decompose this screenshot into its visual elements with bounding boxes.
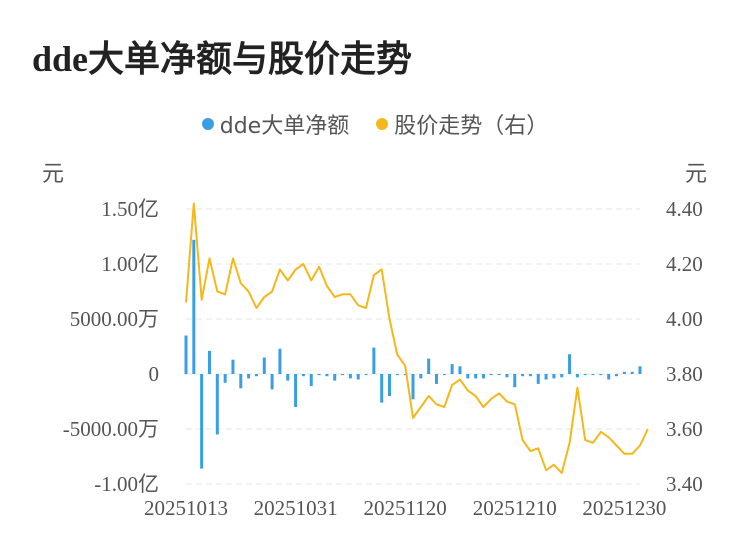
right-tick-label: 3.60 xyxy=(666,417,703,441)
dde-bar xyxy=(560,374,564,378)
dde-bar xyxy=(395,374,399,376)
dde-bar xyxy=(200,374,204,469)
dde-bar xyxy=(552,374,556,379)
dde-bar xyxy=(497,374,501,376)
price-line xyxy=(185,202,649,474)
dde-bar xyxy=(325,374,329,377)
dde-bar xyxy=(309,374,313,387)
dde-bar xyxy=(231,359,235,374)
dde-bar xyxy=(599,374,603,376)
dde-bar xyxy=(536,374,540,384)
dde-bar xyxy=(341,374,345,376)
dde-bar xyxy=(286,374,290,381)
left-axis: 1.50亿 1.00亿 5000.00万 0 -5000.00万 -1.00亿 xyxy=(63,197,159,496)
x-tick-label: 20251031 xyxy=(254,496,338,520)
dde-bar xyxy=(192,239,196,374)
dde-bar xyxy=(615,374,619,377)
x-tick-label: 20251210 xyxy=(473,496,557,520)
dde-bar xyxy=(294,374,298,407)
legend-dot-dde xyxy=(201,118,214,130)
dde-bar xyxy=(403,374,407,376)
dde-bar xyxy=(466,374,470,379)
dde-bar xyxy=(301,374,305,377)
dde-bar xyxy=(317,374,321,376)
dde-bar xyxy=(481,374,485,379)
dde-bar xyxy=(419,374,423,379)
dde-bar xyxy=(513,374,517,388)
right-axis-unit: 元 xyxy=(684,162,707,187)
x-axis: 20251013 20251031 20251120 20251210 20251230 xyxy=(144,496,666,520)
dde-bar xyxy=(622,371,626,374)
left-tick-label: 1.00亿 xyxy=(101,252,159,276)
dde-bar xyxy=(372,347,376,374)
right-tick-label: 3.40 xyxy=(666,472,703,496)
legend-label-price: 股价走势（右） xyxy=(394,114,549,139)
dde-bar xyxy=(630,371,634,374)
x-tick-label: 20251120 xyxy=(364,496,447,520)
dde-bar xyxy=(207,350,211,374)
price-line-group xyxy=(185,202,649,474)
legend-dot-price xyxy=(376,118,389,130)
dde-bar xyxy=(427,358,431,374)
right-tick-label: 4.20 xyxy=(666,252,703,276)
dde-bar xyxy=(247,374,251,379)
grid-lines xyxy=(186,208,640,485)
dde-bar xyxy=(262,357,266,374)
dde-bar xyxy=(474,374,478,379)
dde-bar xyxy=(270,374,274,390)
right-tick-label: 4.40 xyxy=(666,197,703,221)
left-tick-label: -5000.00万 xyxy=(63,417,159,441)
right-tick-label: 3.80 xyxy=(666,362,703,386)
dde-bar xyxy=(333,374,337,381)
dde-bar xyxy=(489,374,493,376)
dde-bar xyxy=(364,374,368,376)
dde-bar xyxy=(239,374,243,389)
legend-item-price[interactable]: 股价走势（右） xyxy=(376,108,548,140)
dde-bar xyxy=(215,374,219,435)
dde-bar xyxy=(521,374,525,377)
chart-title: dde大单净额与股价走势 xyxy=(32,39,413,79)
dde-bar xyxy=(583,374,587,376)
legend-label-dde: dde大单净额 xyxy=(219,114,350,139)
dde-bar xyxy=(450,364,454,374)
dde-bar xyxy=(638,366,642,374)
dde-bar xyxy=(458,366,462,374)
dde-bar xyxy=(254,374,258,377)
dde-bar xyxy=(411,374,415,400)
left-tick-label: 5000.00万 xyxy=(70,307,159,331)
dde-bar xyxy=(348,374,352,379)
dde-bar xyxy=(568,354,572,374)
dde-bar xyxy=(356,374,360,380)
x-tick-label: 20251230 xyxy=(582,496,666,520)
dde-bar xyxy=(184,335,188,374)
left-tick-label: -1.00亿 xyxy=(94,472,159,496)
dde-bar xyxy=(505,374,509,378)
left-axis-unit: 元 xyxy=(42,162,65,187)
x-tick-label: 20251013 xyxy=(144,496,228,520)
dde-bar xyxy=(544,374,548,380)
right-tick-label: 4.00 xyxy=(666,307,703,331)
dde-bar xyxy=(380,374,384,403)
legend-item-dde[interactable]: dde大单净额 xyxy=(201,108,350,140)
dde-bar xyxy=(388,374,392,396)
dde-bars xyxy=(184,239,642,469)
dde-bar xyxy=(442,374,446,376)
right-axis: 4.40 4.20 4.00 3.80 3.60 3.40 xyxy=(666,197,703,496)
dde-bar xyxy=(434,374,438,384)
dde-bar xyxy=(223,374,227,383)
left-tick-label: 1.50亿 xyxy=(101,197,159,221)
dde-bar xyxy=(575,374,579,378)
dde-bar xyxy=(528,374,532,377)
legend: dde大单净额 股价走势（右） xyxy=(0,108,750,140)
left-tick-label: 0 xyxy=(149,362,160,386)
dde-bar xyxy=(607,374,611,380)
dde-bar xyxy=(591,374,595,376)
dde-bar xyxy=(278,348,282,374)
